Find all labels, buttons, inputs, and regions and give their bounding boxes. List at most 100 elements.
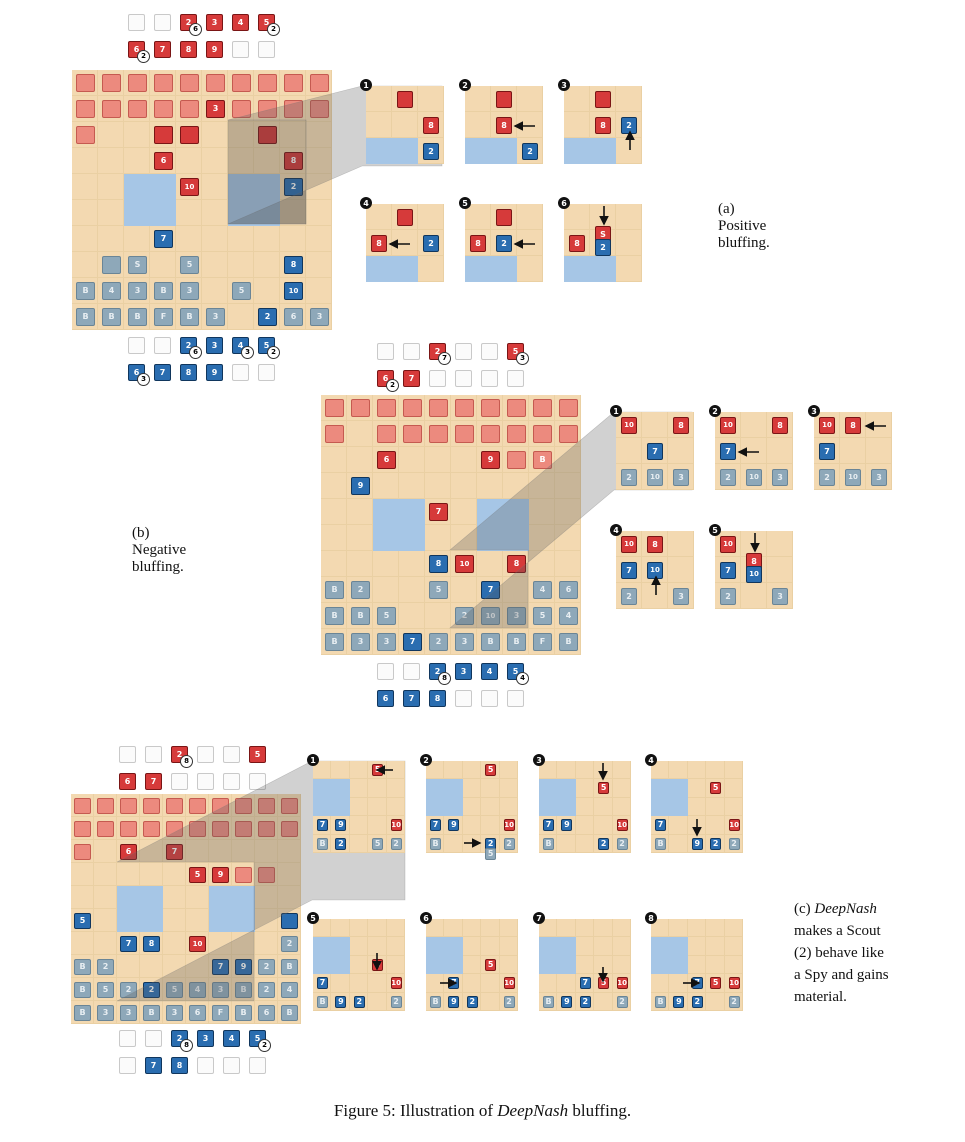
red-piece: 4 [232,14,249,31]
board-cell [866,412,892,438]
blue-piece: B [430,837,441,850]
red-piece [533,425,552,443]
board-cell [176,122,202,148]
move-arrow-icon [598,763,608,781]
board-cell [186,909,209,932]
red-piece [507,399,526,417]
board-cell [392,112,418,138]
board-cell [117,863,140,886]
board-cell [254,70,280,96]
red-piece: 6 [154,152,173,170]
board-cell [366,204,392,230]
board-cell [232,978,255,1001]
blue-piece: 5 [372,837,384,850]
board-cell [399,421,425,447]
blue-piece: 2 [423,235,439,252]
empty-piece-slot [481,690,498,707]
board-cell [418,112,444,138]
board-cell [477,551,503,577]
board-b-main: 6 9 B 9 7 8 10 8 B 2 5 7 4 6 B B 5 2 10 3 5 4 B 3 3 7 2 3 B B F B [321,395,581,655]
board-cell [163,840,186,863]
red-piece [180,74,199,92]
board-cell [98,174,124,200]
piece-count-badge: 2 [267,23,280,36]
empty-piece-slot [258,364,275,381]
board-cell [529,577,555,603]
blue-piece: B [281,959,298,975]
board-cell [642,438,668,464]
board-cell [186,817,209,840]
blue-piece: 2 [579,995,591,1008]
board-cell [94,978,117,1001]
board-cell [94,886,117,909]
blue-piece: 2 [720,469,736,486]
lake [426,779,463,817]
figure-caption: Figure 5: Illustration of DeepNash bluff… [0,1101,965,1121]
board-cell [349,992,369,1011]
board-cell [687,797,707,817]
board-cell [150,70,176,96]
board-cell [321,551,347,577]
board-cell [451,577,477,603]
red-piece [189,798,206,814]
blue-piece: 8 [171,1057,188,1074]
board-cell [668,531,694,557]
board-cell [642,464,668,490]
piece-count-badge: 8 [180,755,193,768]
red-piece [128,100,147,118]
board-cell [140,840,163,863]
empty-piece-slot [232,41,249,58]
blue-piece: 7 [317,977,328,990]
lake [117,886,163,932]
board-cell [163,978,186,1001]
board-cell [529,421,555,447]
board-cell [72,200,98,226]
blue-piece: 3 [206,337,223,354]
piece-count-badge: 3 [516,352,529,365]
red-piece [235,821,252,837]
empty-piece-slot [119,1030,136,1047]
blue-piece: B [655,837,666,850]
board-cell [255,978,278,1001]
board-cell [373,395,399,421]
board-cell [306,278,332,304]
board-cell [71,909,94,932]
lake [313,779,350,817]
board-cell [575,992,595,1011]
board-cell [425,395,451,421]
blue-piece: B [180,308,199,326]
board-cell [724,937,743,956]
blue-piece: 7 [720,562,736,579]
board-cell [347,577,373,603]
blue-piece: 2 [710,837,722,850]
red-piece: 7 [154,41,171,58]
board-cell [228,148,254,174]
lake [477,499,529,551]
blue-piece: 3 [310,308,329,326]
red-piece [258,74,277,92]
board-cell [706,816,725,835]
board-cell [72,96,98,122]
board-cell [529,473,555,499]
piece-count-badge: 2 [386,379,399,392]
board-cell [499,816,518,835]
board-cell [687,919,707,938]
blue-piece: 4 [533,581,552,599]
red-piece: 10 [720,536,736,553]
board-cell [228,122,254,148]
lake [465,138,517,164]
board-cell [71,840,94,863]
board-cell [254,278,280,304]
board-cell [499,779,518,798]
board-cell [477,473,503,499]
board-cell [425,447,451,473]
board-cell [117,932,140,955]
board-cell [594,834,613,853]
board-cell [386,992,405,1011]
blue-piece: 3 [180,282,199,300]
piece-count-badge: 4 [516,672,529,685]
board-cell [117,794,140,817]
